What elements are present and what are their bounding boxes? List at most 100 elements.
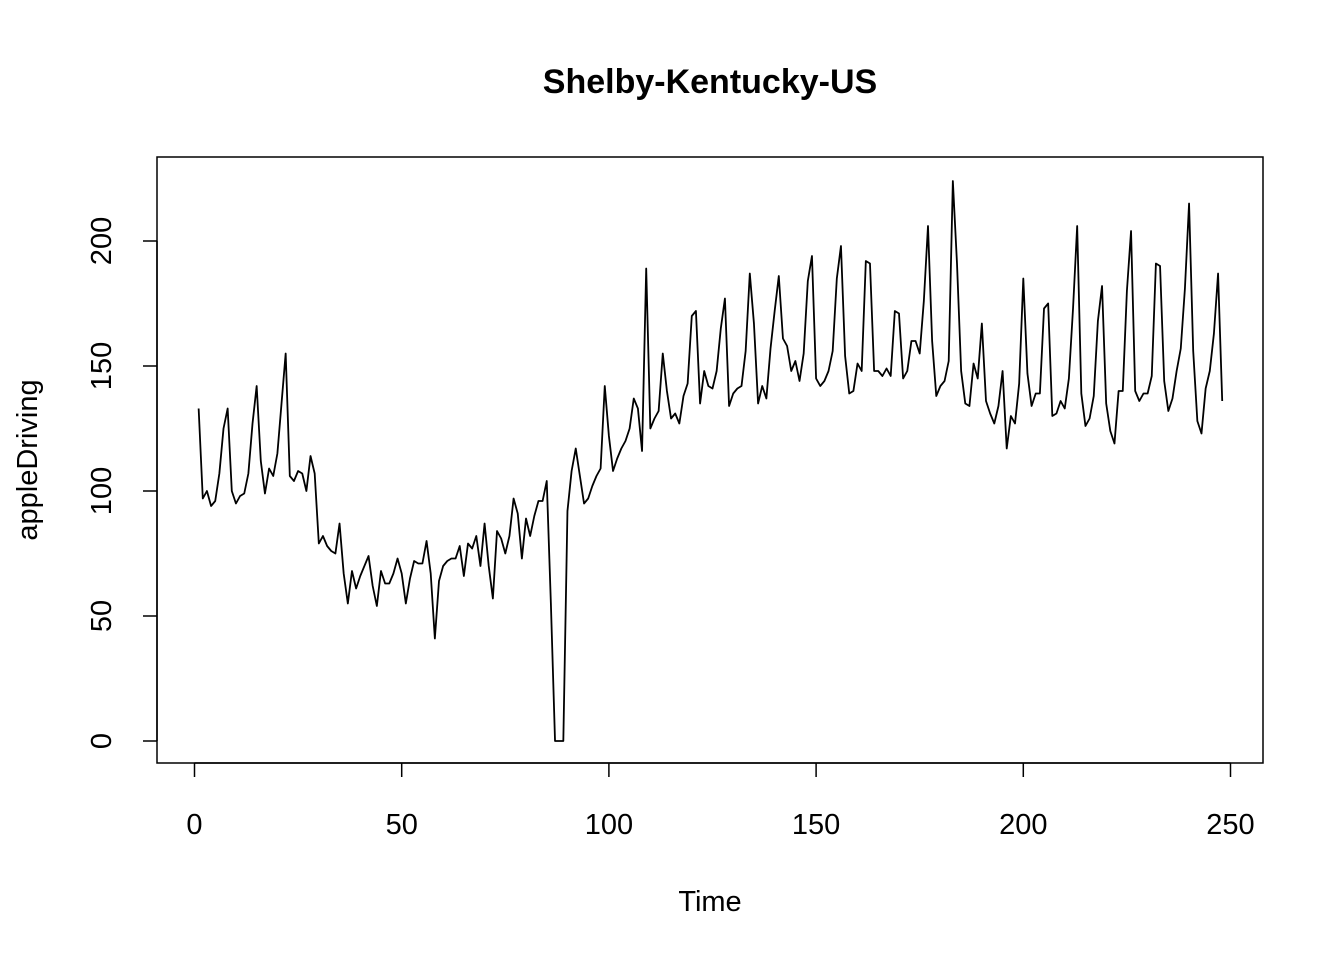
data-point [351, 570, 353, 572]
x-tick-label: 250 [1206, 809, 1254, 841]
data-point [1110, 430, 1112, 432]
data-point [1114, 443, 1116, 445]
data-point [716, 370, 718, 372]
data-point [761, 385, 763, 387]
data-point [1105, 403, 1107, 405]
data-point [538, 500, 540, 502]
data-point [944, 380, 946, 382]
data-point [819, 385, 821, 387]
data-point [749, 273, 751, 275]
data-point [1122, 390, 1124, 392]
data-point [542, 500, 544, 502]
data-point [293, 480, 295, 482]
data-point [666, 390, 668, 392]
data-point [1093, 395, 1095, 397]
data-point [277, 453, 279, 455]
data-point [289, 475, 291, 477]
data-point [235, 503, 237, 505]
data-point [567, 510, 569, 512]
data-point [301, 473, 303, 475]
y-tick-label: 200 [86, 217, 118, 265]
y-tick-label: 100 [86, 467, 118, 515]
data-point [712, 388, 714, 390]
data-point [1056, 413, 1058, 415]
data-point [1047, 303, 1049, 305]
data-point [969, 405, 971, 407]
data-point [430, 573, 432, 575]
data-point [828, 370, 830, 372]
data-point [1035, 393, 1037, 395]
data-point [219, 473, 221, 475]
data-point [1014, 423, 1016, 425]
data-point [886, 368, 888, 370]
data-point [604, 385, 606, 387]
data-point [488, 565, 490, 567]
data-point [405, 603, 407, 605]
data-point [505, 553, 507, 555]
data-point [670, 418, 672, 420]
x-axis: 0 50 100 150 200 250 [186, 762, 1255, 841]
data-point [322, 535, 324, 537]
data-point [1151, 375, 1153, 377]
data-point [1118, 390, 1120, 392]
data-point [1188, 203, 1190, 205]
x-tick-label: 100 [585, 809, 633, 841]
data-point [973, 363, 975, 365]
data-point [1221, 400, 1223, 402]
data-point [438, 580, 440, 582]
data-point [252, 423, 254, 425]
data-point [1217, 273, 1219, 275]
data-point [844, 355, 846, 357]
data-point [206, 490, 208, 492]
data-point [1176, 370, 1178, 372]
data-point [463, 575, 465, 577]
data-point [687, 383, 689, 385]
data-point [770, 348, 772, 350]
data-point [600, 468, 602, 470]
data-point [857, 363, 859, 365]
data-point [1064, 408, 1066, 410]
data-point [691, 315, 693, 317]
data-point [583, 503, 585, 505]
data-point [368, 555, 370, 557]
data-point [935, 395, 937, 397]
data-point [799, 380, 801, 382]
data-point [1072, 308, 1074, 310]
data-point [1081, 393, 1083, 395]
data-point [803, 353, 805, 355]
data-point [902, 378, 904, 380]
data-point [1130, 230, 1132, 232]
data-point [1101, 285, 1103, 287]
data-point [1184, 288, 1186, 290]
data-point [654, 418, 656, 420]
data-point [442, 565, 444, 567]
data-point [1209, 370, 1211, 372]
data-point [699, 403, 701, 405]
data-point [422, 563, 424, 565]
data-point [434, 638, 436, 640]
x-tick-label: 0 [186, 809, 202, 841]
data-point [359, 575, 361, 577]
data-point [264, 493, 266, 495]
data-point [732, 393, 734, 395]
x-tick-label: 50 [386, 809, 418, 841]
data-point [720, 328, 722, 330]
data-point [683, 395, 685, 397]
data-point [388, 583, 390, 585]
data-point [629, 428, 631, 430]
data-point [911, 340, 913, 342]
data-point [227, 408, 229, 410]
data-point [1039, 393, 1041, 395]
data-point [248, 473, 250, 475]
data-point [616, 458, 618, 460]
data-point [534, 515, 536, 517]
data-point [413, 560, 415, 562]
data-point [728, 405, 730, 407]
data-point [1018, 383, 1020, 385]
data-point [1168, 410, 1170, 412]
data-point [272, 475, 274, 477]
data-point [621, 448, 623, 450]
data-point [786, 345, 788, 347]
data-point [517, 513, 519, 515]
data-point [1043, 308, 1045, 310]
